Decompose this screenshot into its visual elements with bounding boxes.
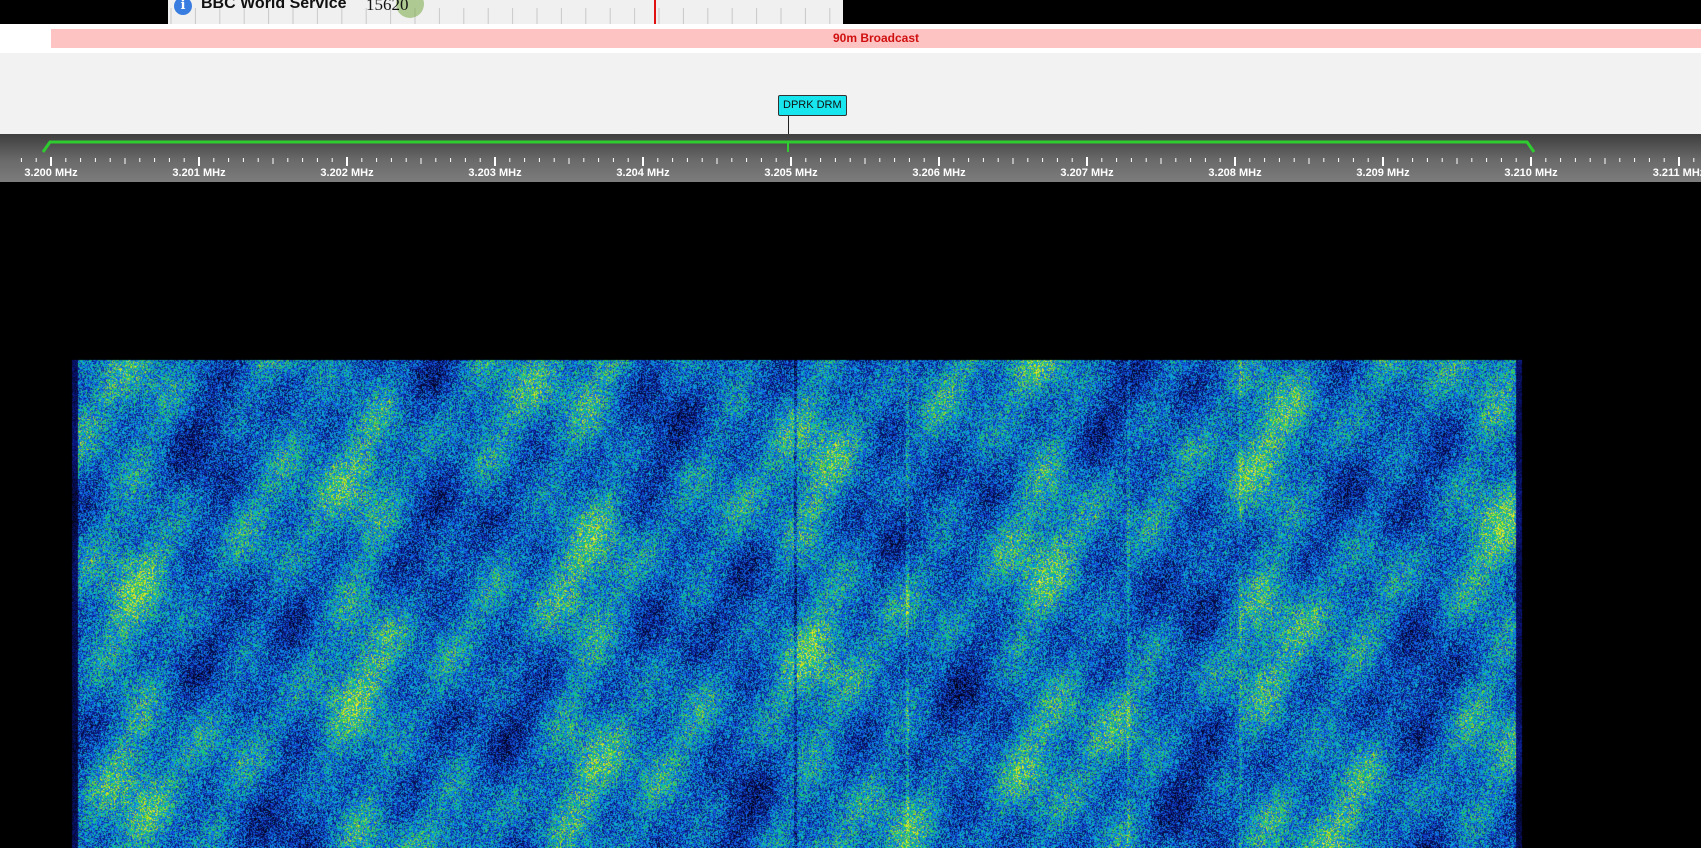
scale-tick-label: 3.204 MHz — [616, 167, 670, 179]
highlight-bubble — [396, 0, 424, 18]
scale-tick-label: 3.211 MHz — [1653, 167, 1701, 179]
scale-tick-label: 3.206 MHz — [912, 167, 966, 179]
mini-frequency-scale — [170, 0, 831, 24]
info-icon[interactable]: i — [174, 0, 192, 15]
scale-tick-label: 3.207 MHz — [1060, 167, 1114, 179]
scale-tick-label: 3.208 MHz — [1208, 167, 1262, 179]
dx-label-area — [0, 53, 1701, 134]
frequency-scale[interactable]: 3.200 MHz 3.201 MHz 3.202 MHz 3.203 MHz 3.20… — [0, 134, 1701, 182]
scale-tick-label: 3.205 MHz — [764, 167, 818, 179]
scale-tick-label: 3.201 MHz — [172, 167, 226, 179]
scale-tick-label: 3.209 MHz — [1356, 167, 1410, 179]
waterfall-display[interactable] — [0, 182, 1701, 848]
scale-tick-label: 3.200 MHz — [24, 167, 78, 179]
scale-tick-label: 3.202 MHz — [320, 167, 374, 179]
station-name: BBC World Service — [201, 0, 347, 12]
band-bar[interactable]: 90m Broadcast — [51, 29, 1701, 48]
scale-tick-label: 3.210 MHz — [1504, 167, 1558, 179]
dx-station-label[interactable]: DPRK DRM — [778, 95, 847, 116]
station-frequency: 15620 — [366, 0, 409, 14]
scale-tick-label: 3.203 MHz — [468, 167, 522, 179]
dx-info-panel: i BBC World Service 15620 — [168, 0, 843, 25]
dx-station-marker-line — [788, 116, 789, 136]
